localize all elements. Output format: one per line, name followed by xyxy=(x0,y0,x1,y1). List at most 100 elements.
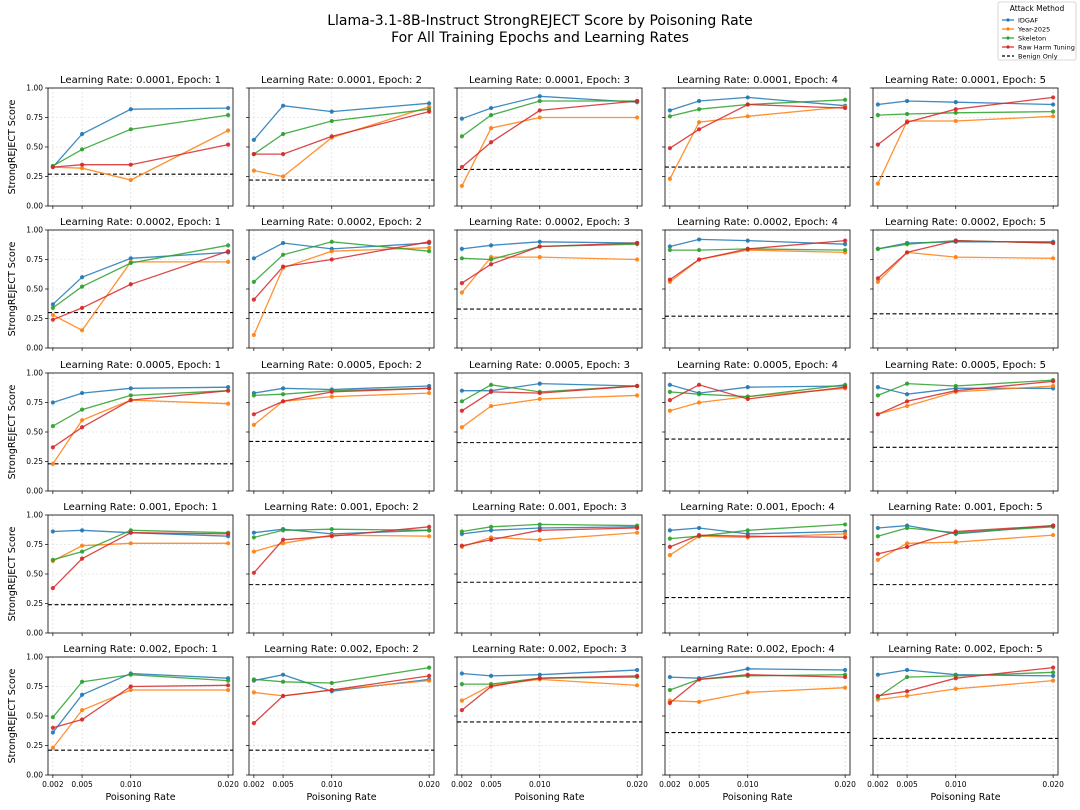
data-point-skeleton xyxy=(459,256,464,261)
series-line-idgaf xyxy=(52,107,229,168)
series-line-year-2025 xyxy=(877,251,1054,283)
series-line-year-2025 xyxy=(52,399,229,465)
data-point-raw-harm-tuning xyxy=(251,297,256,302)
data-point-raw-harm-tuning xyxy=(251,151,256,157)
data-point-idgaf xyxy=(667,382,672,387)
data-point-raw-harm-tuning xyxy=(537,244,542,249)
data-point-year-2025 xyxy=(745,690,750,695)
legend-marker-skeleton xyxy=(1006,36,1010,40)
data-point-year-2025 xyxy=(427,245,432,250)
data-point-raw-harm-tuning xyxy=(904,689,910,694)
data-point-skeleton xyxy=(128,260,133,266)
data-point-year-2025 xyxy=(488,403,494,409)
data-point-year-2025 xyxy=(875,279,880,285)
data-point-skeleton xyxy=(843,247,848,253)
y-axis-label: StrongREJECT Score xyxy=(7,99,18,194)
data-point-raw-harm-tuning xyxy=(459,164,464,170)
subplot-title: Learning Rate: 0.002, Epoch: 5 xyxy=(888,644,1043,655)
data-point-idgaf xyxy=(745,666,750,671)
data-point-year-2025 xyxy=(953,540,958,545)
data-point-idgaf xyxy=(875,385,880,390)
x-axis-label: Poisoning Rate xyxy=(306,792,376,803)
data-point-skeleton xyxy=(843,522,848,527)
data-point-raw-harm-tuning xyxy=(459,543,464,548)
y-tick-label: 0.00 xyxy=(26,487,43,496)
data-point-idgaf xyxy=(329,109,334,114)
legend-box xyxy=(997,1,1077,61)
data-point-skeleton xyxy=(280,679,286,684)
data-point-skeleton xyxy=(696,247,702,253)
series-line-raw-harm-tuning xyxy=(461,242,638,284)
data-point-idgaf xyxy=(226,105,231,111)
data-point-idgaf xyxy=(488,673,494,678)
data-point-idgaf xyxy=(1051,102,1056,107)
series-line-raw-harm-tuning xyxy=(877,96,1054,146)
data-point-skeleton xyxy=(329,118,334,124)
data-point-year-2025 xyxy=(635,683,640,688)
data-point-idgaf xyxy=(667,244,672,249)
data-point-skeleton xyxy=(537,98,542,104)
data-point-year-2025 xyxy=(843,531,848,536)
data-point-skeleton xyxy=(953,110,958,115)
data-point-skeleton xyxy=(79,407,85,412)
data-point-idgaf xyxy=(537,672,542,677)
subplot-title: Learning Rate: 0.0001, Epoch: 1 xyxy=(60,75,221,86)
data-point-raw-harm-tuning xyxy=(696,677,702,682)
data-point-year-2025 xyxy=(128,177,133,183)
data-point-skeleton xyxy=(667,389,672,394)
data-point-idgaf xyxy=(280,103,286,108)
series-line-year-2025 xyxy=(461,394,638,428)
series-line-idgaf xyxy=(669,384,846,394)
x-axis-label: Poisoning Rate xyxy=(930,792,1000,803)
data-point-year-2025 xyxy=(875,181,880,186)
data-point-raw-harm-tuning xyxy=(667,700,672,706)
data-point-skeleton xyxy=(280,528,286,533)
data-point-year-2025 xyxy=(635,115,640,120)
series-line-raw-harm-tuning xyxy=(52,250,229,321)
subplot-title: Learning Rate: 0.0002, Epoch: 2 xyxy=(261,217,422,228)
y-tick-label: 1.00 xyxy=(26,511,43,520)
data-point-year-2025 xyxy=(427,678,432,683)
data-point-year-2025 xyxy=(280,541,286,546)
series-line-idgaf xyxy=(669,668,846,679)
data-point-raw-harm-tuning xyxy=(280,399,286,404)
series-line-idgaf xyxy=(461,526,638,535)
data-point-skeleton xyxy=(329,239,334,244)
data-point-raw-harm-tuning xyxy=(537,108,542,113)
data-point-idgaf xyxy=(226,385,231,390)
data-point-skeleton xyxy=(329,527,334,532)
data-point-skeleton xyxy=(667,247,672,253)
data-point-year-2025 xyxy=(50,312,55,318)
series-line-year-2025 xyxy=(877,115,1054,184)
data-point-year-2025 xyxy=(79,166,85,171)
data-point-raw-harm-tuning xyxy=(537,528,542,533)
x-tick-label: 0.005 xyxy=(71,780,93,789)
series-line-skeleton xyxy=(877,110,1054,116)
series-line-raw-harm-tuning xyxy=(669,384,846,401)
subplot-lr-0.0002-epoch-1: Learning Rate: 0.0002, Epoch: 1 0.00 0.25 0… xyxy=(7,217,234,353)
data-point-idgaf xyxy=(79,390,85,396)
data-point-year-2025 xyxy=(904,403,910,409)
data-point-idgaf xyxy=(1051,673,1056,678)
series-line-year-2025 xyxy=(461,116,638,187)
series-line-skeleton xyxy=(52,390,229,427)
subplot-title: Learning Rate: 0.001, Epoch: 3 xyxy=(472,502,627,513)
data-point-raw-harm-tuning xyxy=(329,134,334,139)
data-point-year-2025 xyxy=(251,332,256,338)
series-line-raw-harm-tuning xyxy=(669,534,846,548)
subplot-title: Learning Rate: 0.0001, Epoch: 2 xyxy=(261,75,422,86)
data-point-idgaf xyxy=(488,105,494,111)
data-point-raw-harm-tuning xyxy=(745,396,750,402)
data-point-raw-harm-tuning xyxy=(128,282,133,287)
data-point-raw-harm-tuning xyxy=(1051,665,1056,670)
y-tick-label: 0.75 xyxy=(26,540,43,549)
x-tick-label: 0.002 xyxy=(451,780,473,789)
data-point-skeleton xyxy=(79,147,85,152)
data-point-idgaf xyxy=(843,667,848,673)
series-line-year-2025 xyxy=(669,106,846,180)
data-point-idgaf xyxy=(745,238,750,243)
data-point-year-2025 xyxy=(537,537,542,542)
legend-label-benign-only: Benign Only xyxy=(1018,52,1058,60)
subplot-lr-0.001-epoch-5: Learning Rate: 0.001, Epoch: 5 xyxy=(870,502,1059,636)
series-line-raw-harm-tuning xyxy=(253,110,430,155)
